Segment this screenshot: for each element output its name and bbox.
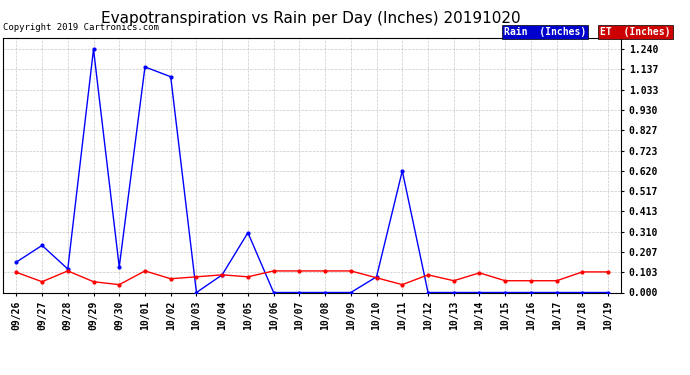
Text: Copyright 2019 Cartronics.com: Copyright 2019 Cartronics.com: [3, 23, 159, 32]
Text: Evapotranspiration vs Rain per Day (Inches) 20191020: Evapotranspiration vs Rain per Day (Inch…: [101, 11, 520, 26]
Text: Rain  (Inches): Rain (Inches): [504, 27, 586, 37]
Text: ET  (Inches): ET (Inches): [600, 27, 671, 37]
